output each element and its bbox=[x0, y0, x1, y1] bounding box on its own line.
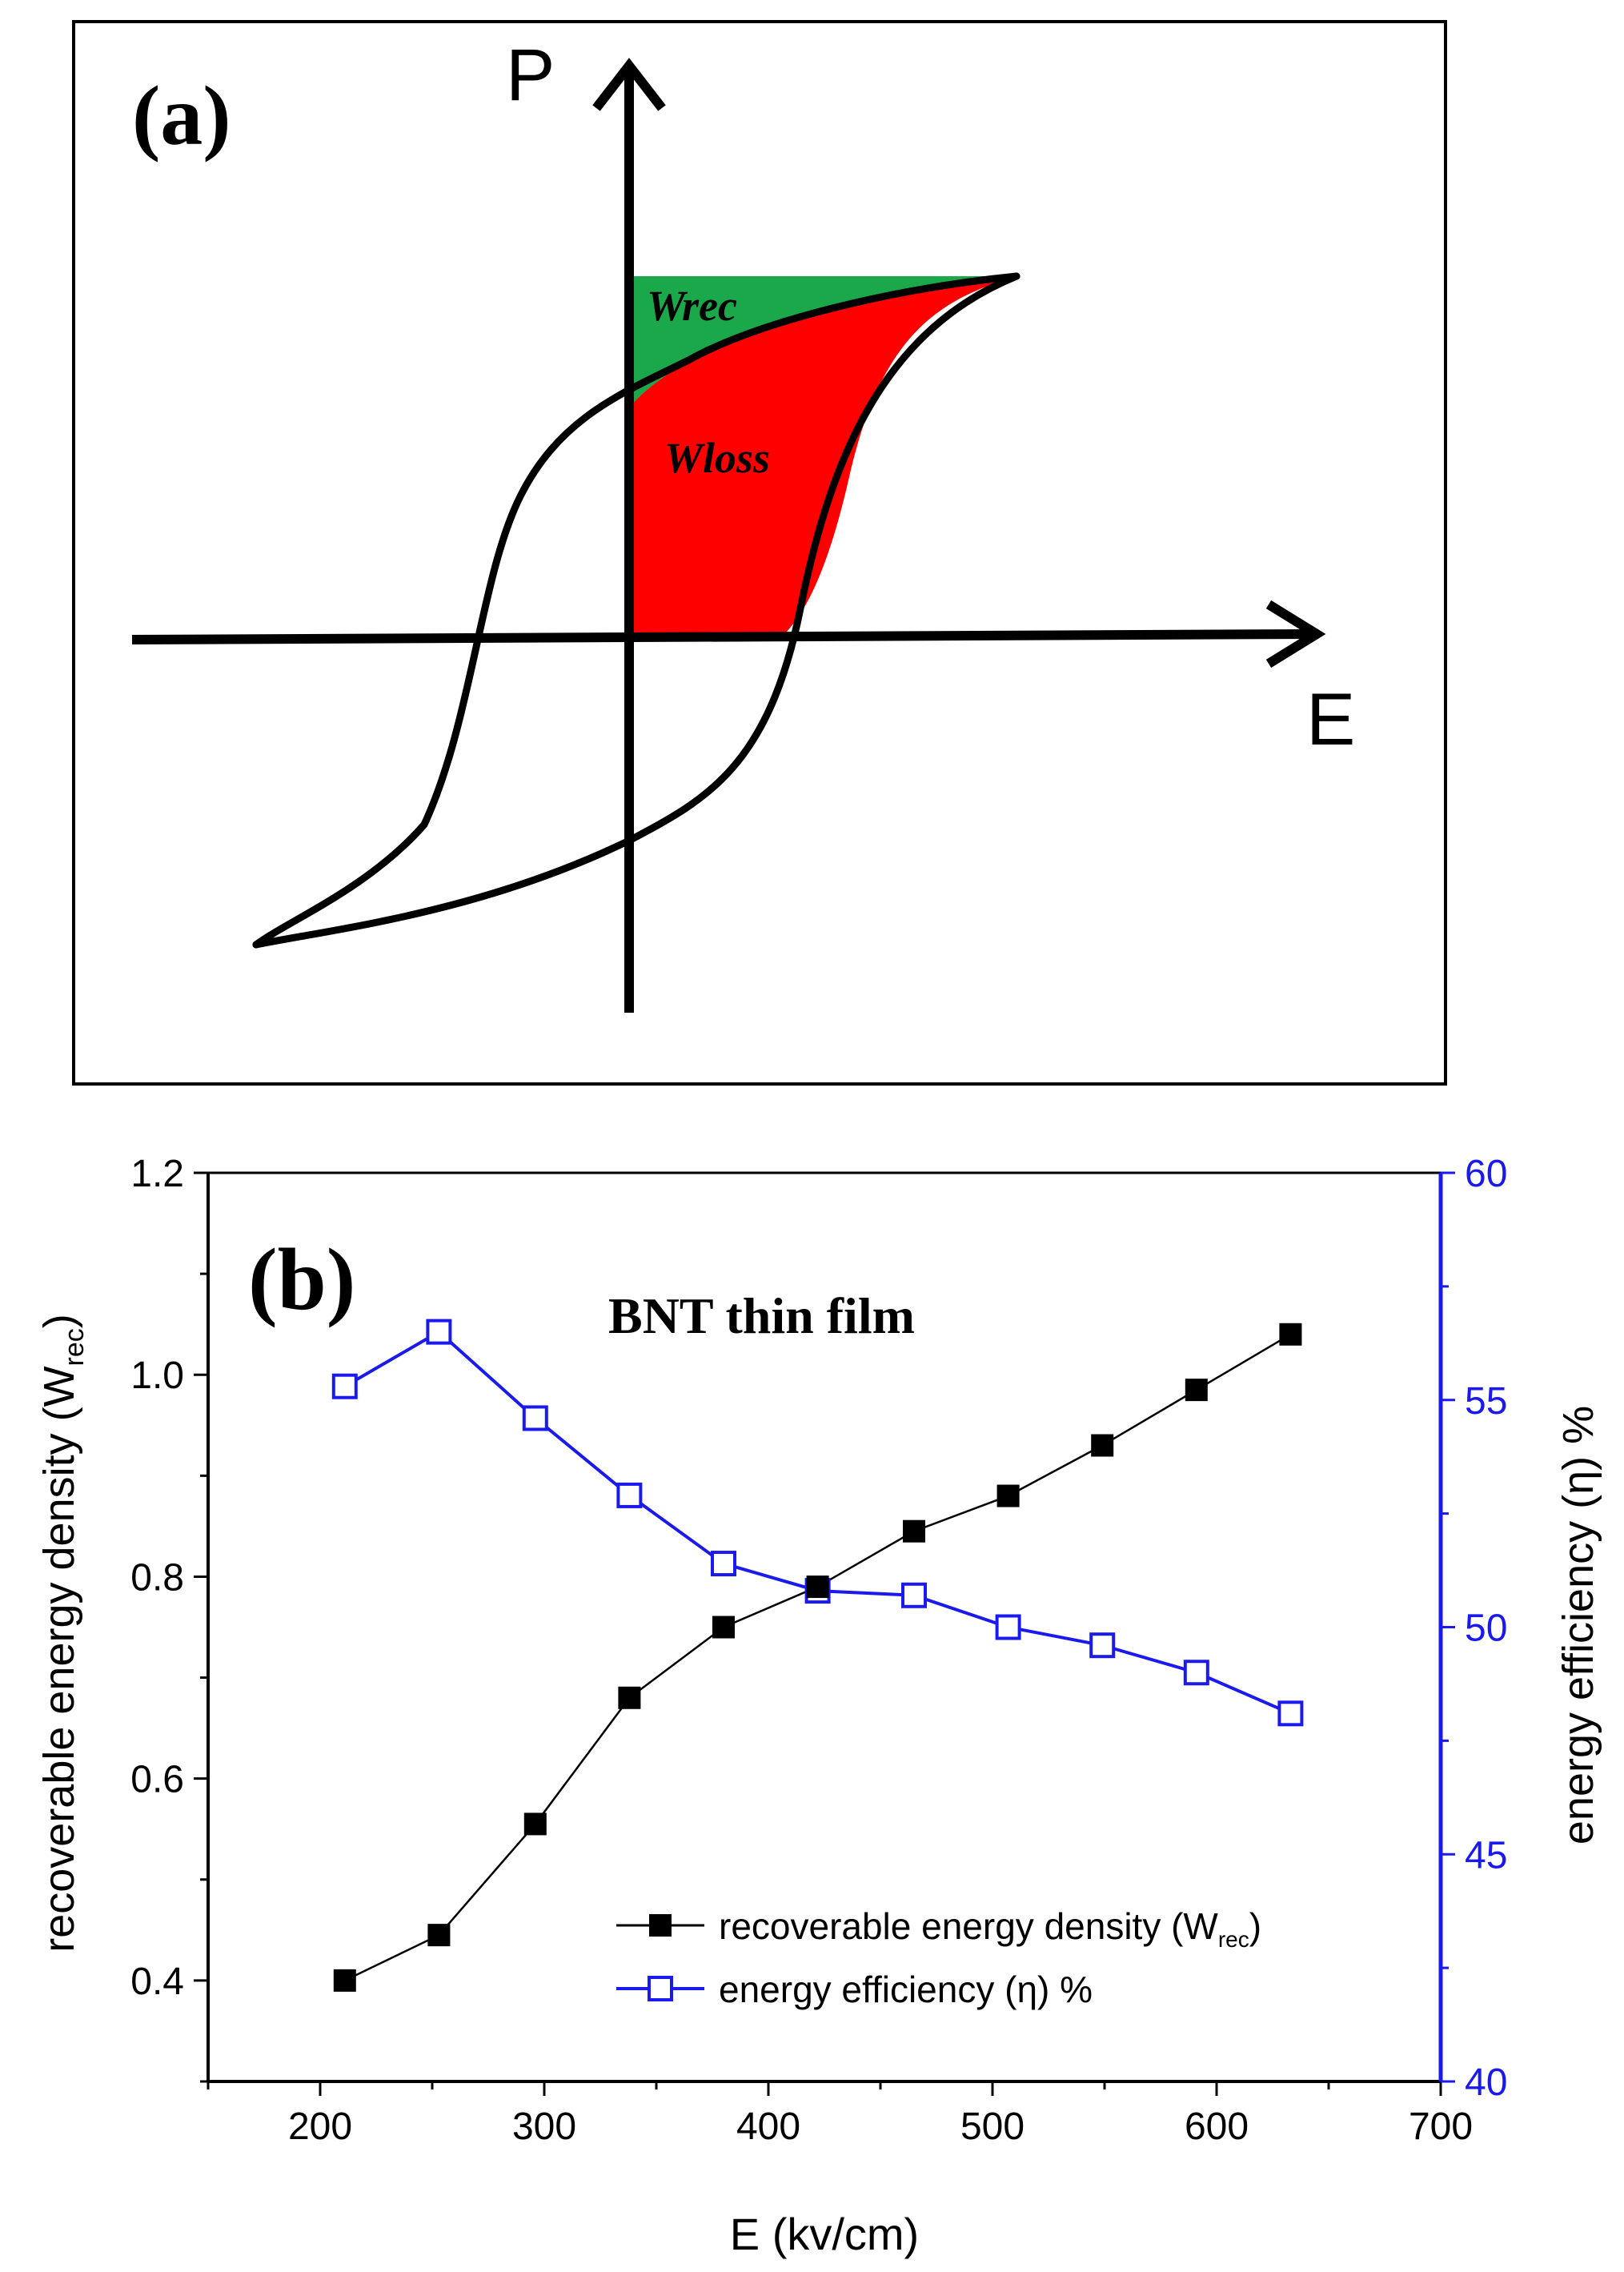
legend-wrec-marker bbox=[649, 1914, 672, 1937]
legend-wrec-text: recoverable energy density (Wrec) bbox=[719, 1905, 1261, 1952]
right-y-tick-label: 55 bbox=[1465, 1380, 1507, 1423]
wrec-data-point bbox=[1185, 1379, 1208, 1402]
x-tick-label: 600 bbox=[1185, 2105, 1249, 2148]
right-y-tick-label: 50 bbox=[1465, 1608, 1507, 1650]
eta-data-point bbox=[901, 1582, 927, 1608]
loss-energy-region bbox=[629, 276, 1017, 632]
series-markers bbox=[331, 1319, 1304, 1992]
legend: recoverable energy density (Wrec) energy… bbox=[616, 1905, 1261, 2010]
wloss-region-label: Wloss bbox=[664, 434, 770, 482]
left-y-tick-label: 0.8 bbox=[130, 1556, 184, 1599]
panel-b-label: (b) bbox=[248, 1230, 355, 1328]
left-y-tick-labels: 0.4 0.6 0.8 1.0 1.2 bbox=[130, 1153, 184, 2003]
left-y-axis-title: recoverable energy density (Wrec) bbox=[35, 1314, 90, 1953]
panel-a-x-axis bbox=[131, 629, 1313, 644]
recoverable-energy-region bbox=[629, 276, 1017, 408]
right-y-tick-labels: 40 45 50 55 60 bbox=[1465, 1153, 1507, 2104]
left-y-tick-label: 1.0 bbox=[130, 1355, 184, 1397]
right-y-tick-label: 40 bbox=[1465, 2061, 1507, 2104]
panel-a-y-axis-label: P bbox=[506, 34, 555, 116]
eta-data-point bbox=[426, 1319, 452, 1345]
right-y-axis-title: energy efficiency (η) % bbox=[1554, 1406, 1602, 1844]
panel-b-chart: 200 300 400 500 600 700 0.4 0.6 0.8 1.0 … bbox=[35, 1153, 1602, 2259]
legend-eta-text: energy efficiency (η) % bbox=[719, 1969, 1093, 2010]
eta-data-point bbox=[711, 1551, 736, 1577]
wrec-data-point bbox=[712, 1616, 735, 1639]
panel-a-hysteresis-diagram: (a) P E Wrec Wloss bbox=[72, 20, 1447, 1086]
wrec-data-point bbox=[427, 1924, 451, 1947]
wrec-data-point bbox=[523, 1812, 547, 1836]
eta-data-point bbox=[331, 1373, 358, 1399]
wrec-data-point bbox=[996, 1484, 1020, 1507]
eta-data-point bbox=[995, 1614, 1021, 1640]
x-tick-labels: 200 300 400 500 600 700 bbox=[288, 2105, 1473, 2148]
hysteresis-upper-branch bbox=[252, 272, 1021, 949]
panel-a-label: (a) bbox=[132, 69, 231, 163]
wrec-data-point bbox=[1279, 1323, 1302, 1346]
x-tick-label: 400 bbox=[736, 2105, 800, 2148]
x-tick-label: 200 bbox=[288, 2105, 352, 2148]
x-tick-label: 500 bbox=[960, 2105, 1025, 2148]
left-y-tick-label: 0.4 bbox=[130, 1961, 184, 2003]
eta-data-point bbox=[616, 1482, 643, 1508]
hysteresis-lower-branch bbox=[252, 272, 1021, 949]
wrec-data-point bbox=[903, 1519, 925, 1543]
panel-a-x-axis-label: E bbox=[1306, 679, 1355, 761]
wrec-data-point bbox=[1091, 1434, 1114, 1457]
x-axis-title: E (kv/cm) bbox=[730, 2209, 919, 2259]
right-y-tick-label: 60 bbox=[1465, 1153, 1507, 1195]
panel-a-x-arrow-icon bbox=[1265, 600, 1326, 668]
eta-series-line bbox=[343, 1330, 1292, 1716]
panel-a-y-arrow-icon bbox=[592, 58, 666, 111]
eta-data-point bbox=[1277, 1700, 1304, 1727]
axis-ticks bbox=[194, 1171, 1455, 2096]
eta-data-point bbox=[522, 1405, 548, 1431]
x-tick-label: 300 bbox=[512, 2105, 576, 2148]
eta-data-point bbox=[1089, 1632, 1116, 1659]
left-y-tick-label: 0.6 bbox=[130, 1759, 184, 1801]
eta-data-point bbox=[1183, 1660, 1209, 1686]
right-y-tick-label: 45 bbox=[1465, 1834, 1507, 1877]
wrec-data-point bbox=[806, 1576, 829, 1599]
wrec-region-label: Wrec bbox=[647, 282, 737, 330]
legend-eta-marker bbox=[648, 1976, 673, 2001]
wrec-data-point bbox=[333, 1969, 356, 1992]
x-tick-label: 700 bbox=[1409, 2105, 1473, 2148]
left-y-tick-label: 1.2 bbox=[130, 1153, 184, 1195]
wrec-data-point bbox=[618, 1686, 641, 1709]
bnt-thin-film-annotation: BNT thin film bbox=[608, 1287, 915, 1344]
